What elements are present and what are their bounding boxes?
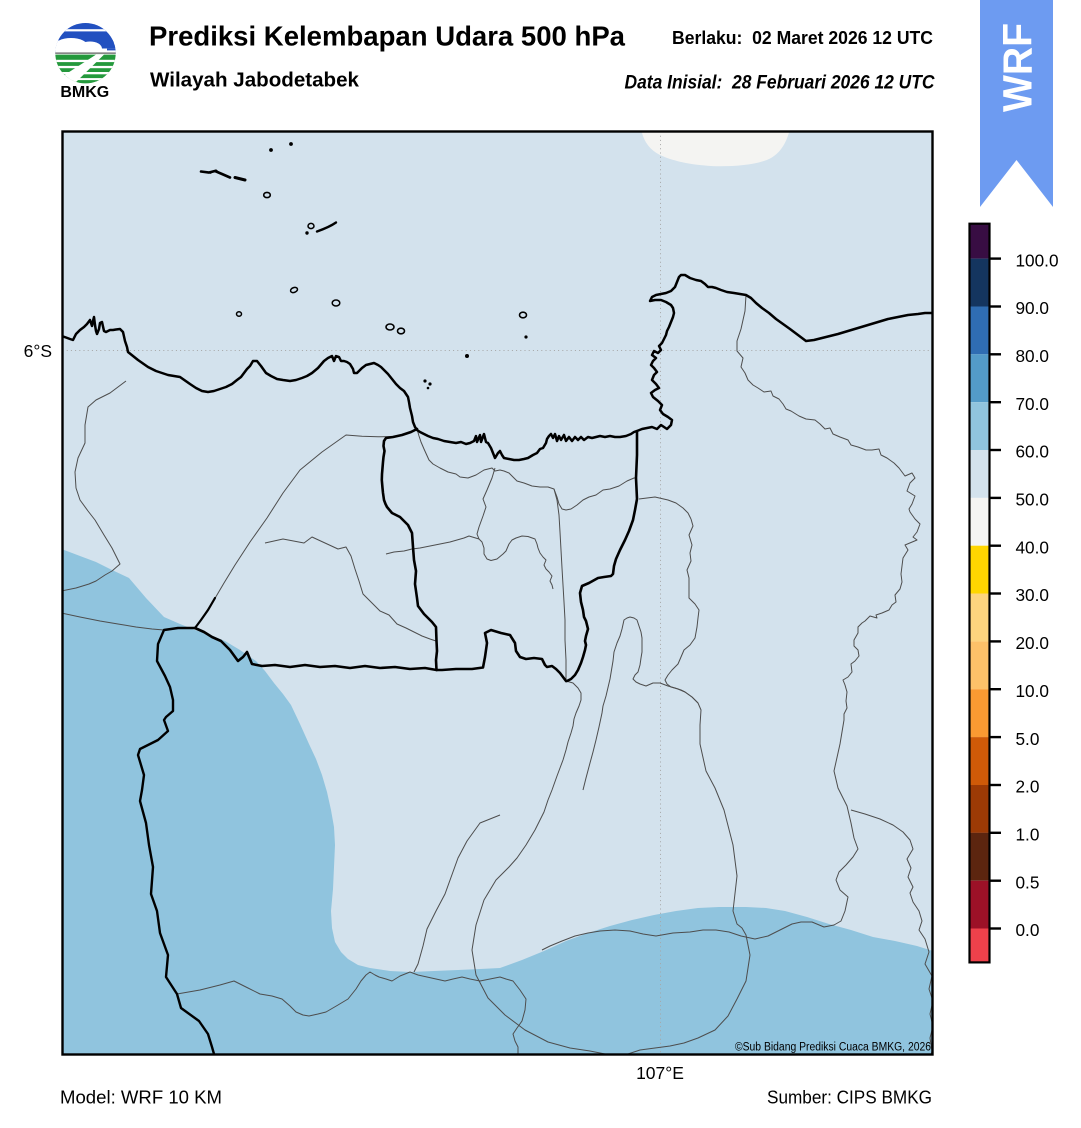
svg-text:0.0: 0.0	[1016, 920, 1040, 940]
svg-text:1.0: 1.0	[1016, 825, 1040, 845]
svg-text:30.0: 30.0	[1016, 585, 1049, 605]
svg-text:Wilayah Jabodetabek: Wilayah Jabodetabek	[150, 70, 360, 92]
svg-text:0.5: 0.5	[1016, 872, 1040, 892]
svg-text:Data Inisial: 28 Februari 202: Data Inisial: 28 Februari 2026 12 UTC	[625, 72, 935, 93]
svg-text:60.0: 60.0	[1016, 442, 1049, 462]
svg-text:100.0: 100.0	[1016, 250, 1059, 270]
svg-text:70.0: 70.0	[1016, 394, 1049, 414]
svg-text:Berlaku: 02 Maret 2026 12 UTC: Berlaku: 02 Maret 2026 12 UTC	[672, 27, 933, 48]
svg-text:80.0: 80.0	[1016, 346, 1049, 366]
svg-text:BMKG: BMKG	[60, 84, 109, 101]
svg-text:50.0: 50.0	[1016, 490, 1049, 510]
svg-text:Prediksi Kelembapan Udara 500: Prediksi Kelembapan Udara 500 hPa	[149, 21, 625, 52]
svg-text:40.0: 40.0	[1016, 537, 1049, 557]
svg-text:WRF: WRF	[995, 23, 1041, 112]
svg-text:107°E: 107°E	[636, 1063, 684, 1083]
svg-text:Sumber: CIPS BMKG: Sumber: CIPS BMKG	[767, 1087, 932, 1108]
svg-text:6°S: 6°S	[24, 341, 52, 361]
svg-text:10.0: 10.0	[1016, 681, 1049, 701]
svg-text:5.0: 5.0	[1016, 729, 1040, 749]
svg-text:©Sub Bidang Prediksi Cuaca BMK: ©Sub Bidang Prediksi Cuaca BMKG, 2026	[735, 1042, 931, 1054]
svg-text:Model: WRF 10 KM: Model: WRF 10 KM	[60, 1087, 222, 1108]
svg-text:2.0: 2.0	[1016, 777, 1040, 797]
svg-text:90.0: 90.0	[1016, 298, 1049, 318]
svg-text:20.0: 20.0	[1016, 633, 1049, 653]
